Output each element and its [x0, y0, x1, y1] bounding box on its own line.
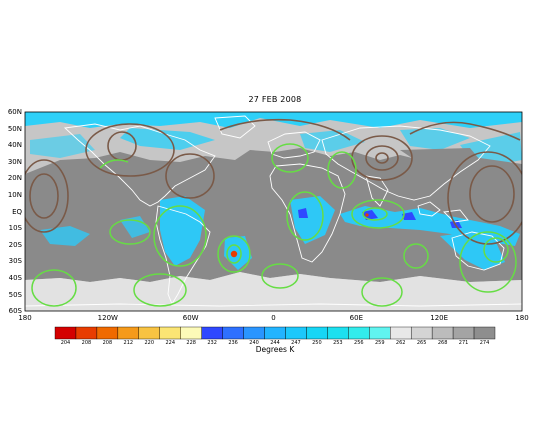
lat-label: 20S: [8, 240, 22, 249]
colorbar-value-label: 208: [102, 340, 113, 346]
colorbar-value-label: 253: [333, 340, 343, 346]
lon-label: 180: [515, 314, 529, 322]
colorbar-swatch: [285, 326, 307, 340]
colorbar-swatch: [75, 326, 98, 340]
map-title: 27 FEB 2008: [248, 95, 302, 104]
colorbar-swatch: [369, 326, 391, 340]
colorbar-unit-label: Degrees K: [255, 345, 295, 354]
brown-contours: [25, 118, 522, 245]
colorbar-swatch: [243, 326, 265, 340]
colorbar-value-label: 256: [354, 340, 364, 346]
lon-label: 60E: [349, 314, 363, 322]
lon-label: 0: [271, 314, 276, 322]
colorbar-swatch: [54, 326, 77, 340]
colorbar-value-label: 224: [165, 340, 175, 346]
colorbar-swatch: [431, 326, 454, 340]
colorbar-value-label: 232: [207, 340, 217, 346]
colorbar-value-label: 228: [186, 340, 196, 346]
colorbar-value-label: 250: [312, 340, 322, 346]
lat-label: 40S: [8, 274, 22, 282]
colorbar-value-label: 259: [374, 340, 385, 346]
colorbar-swatch: [264, 326, 286, 340]
coldest-cloud: [230, 213, 369, 258]
lat-label: EQ: [12, 207, 22, 216]
lat-label: 60N: [7, 108, 22, 116]
colorbar-value-label: 236: [228, 340, 238, 346]
lon-label: 60W: [182, 314, 199, 322]
coastlines: [25, 115, 522, 307]
colorbar-swatch: [180, 326, 202, 340]
colorbar-value-label: 271: [458, 340, 469, 346]
colorbar-swatch: [473, 326, 496, 340]
clear-surface: [25, 148, 522, 282]
map-frame: [24, 111, 523, 312]
colorbar-swatch: [159, 326, 181, 340]
colorbar-swatch: [348, 326, 370, 340]
lat-label: 10S: [8, 224, 22, 233]
lat-label: 20N: [7, 174, 22, 183]
colorbar-value-label: 274: [479, 340, 490, 346]
colorbar-swatch: [327, 326, 349, 340]
map-field: [25, 112, 522, 311]
colorbar-value-label: 208: [81, 340, 92, 346]
colorbar-swatch: [452, 326, 475, 340]
lat-label: 30N: [7, 157, 22, 166]
lat-label: 60S: [8, 307, 22, 316]
colorbar-value-label: 247: [291, 340, 301, 346]
colorbar-value-label: 268: [437, 340, 448, 346]
colorbar-swatch: [222, 326, 244, 340]
colorbar-value-label: 204: [60, 340, 71, 346]
colorbar-swatch: [390, 326, 412, 340]
green-contours: [31, 143, 517, 307]
lon-label: 120E: [430, 314, 449, 322]
colorbar-value-label: 220: [144, 340, 155, 346]
colorbar-value-label: 240: [249, 340, 259, 346]
lon-label: 120W: [97, 314, 118, 322]
lat-label: 40N: [7, 141, 22, 150]
lat-label: 50N: [7, 124, 22, 133]
colorbar-swatch: [306, 326, 328, 340]
colorbar-swatch: [96, 326, 119, 340]
colorbar-value-label: 244: [270, 340, 280, 346]
lat-label: 50S: [8, 290, 22, 299]
colorbar-swatch: [410, 326, 433, 340]
colorbar-value-label: 265: [416, 340, 427, 346]
lat-label: 10N: [7, 191, 22, 199]
colorbar-swatch: [117, 326, 140, 340]
colorbar-value-label: 262: [395, 340, 406, 346]
lon-label: 180: [18, 314, 32, 322]
colorbar-swatch: [201, 326, 223, 340]
colorbar-value-label: 212: [123, 340, 134, 346]
colorbar-swatch: [138, 326, 160, 340]
lat-label: 30S: [8, 257, 22, 266]
colorbar: [54, 326, 496, 340]
